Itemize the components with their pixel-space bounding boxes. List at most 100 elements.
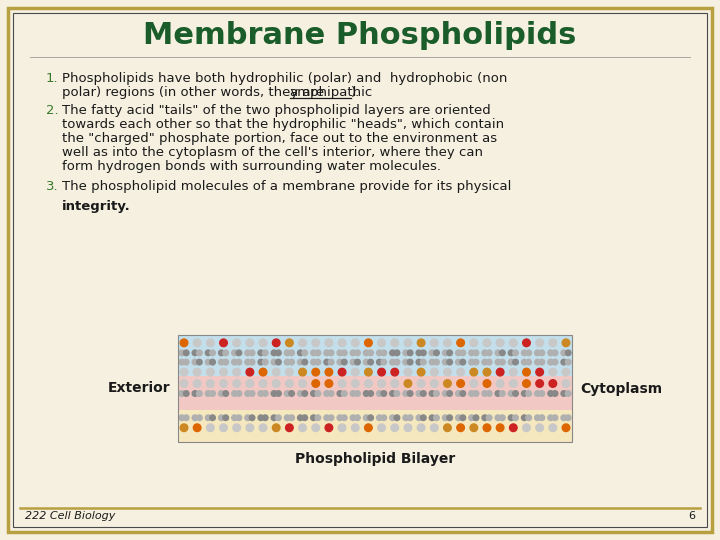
Circle shape	[456, 391, 462, 396]
Circle shape	[246, 368, 253, 376]
Circle shape	[523, 424, 531, 431]
Circle shape	[325, 368, 333, 376]
Circle shape	[232, 350, 238, 356]
Text: Phospholipid Bilayer: Phospholipid Bilayer	[295, 452, 455, 466]
Circle shape	[341, 350, 347, 356]
Circle shape	[548, 350, 554, 356]
Circle shape	[456, 424, 464, 431]
Circle shape	[259, 368, 267, 376]
Circle shape	[286, 424, 293, 431]
Circle shape	[561, 415, 567, 421]
Circle shape	[286, 339, 293, 347]
Circle shape	[218, 391, 224, 396]
Circle shape	[496, 380, 504, 387]
Circle shape	[297, 359, 303, 365]
Circle shape	[433, 359, 439, 365]
Circle shape	[495, 350, 500, 356]
Circle shape	[535, 350, 540, 356]
Circle shape	[184, 415, 189, 421]
Circle shape	[249, 391, 255, 396]
Circle shape	[233, 339, 240, 347]
Circle shape	[364, 380, 372, 387]
Circle shape	[236, 359, 242, 365]
Circle shape	[364, 359, 369, 365]
Circle shape	[469, 391, 474, 396]
Circle shape	[469, 350, 474, 356]
Circle shape	[473, 415, 479, 421]
Text: The fatty acid "tails" of the two phospholipid layers are oriented: The fatty acid "tails" of the two phosph…	[62, 104, 491, 117]
Circle shape	[205, 350, 211, 356]
Circle shape	[258, 359, 264, 365]
Circle shape	[197, 391, 202, 396]
Circle shape	[418, 424, 425, 431]
Circle shape	[312, 380, 320, 387]
Circle shape	[539, 359, 544, 365]
Circle shape	[561, 359, 567, 365]
Circle shape	[297, 391, 303, 396]
Circle shape	[510, 424, 517, 431]
Circle shape	[192, 350, 198, 356]
Circle shape	[337, 359, 343, 365]
Circle shape	[184, 391, 189, 396]
Circle shape	[390, 391, 395, 396]
Circle shape	[526, 350, 531, 356]
Circle shape	[368, 350, 374, 356]
Circle shape	[391, 380, 399, 387]
Circle shape	[521, 391, 527, 396]
Circle shape	[233, 424, 240, 431]
Circle shape	[205, 391, 211, 396]
Circle shape	[526, 415, 531, 421]
Circle shape	[483, 368, 491, 376]
Circle shape	[377, 391, 382, 396]
Circle shape	[390, 359, 395, 365]
Circle shape	[523, 368, 531, 376]
Circle shape	[364, 368, 372, 376]
Circle shape	[179, 391, 184, 396]
Circle shape	[443, 391, 448, 396]
Circle shape	[328, 359, 334, 365]
Circle shape	[350, 415, 356, 421]
Circle shape	[416, 415, 422, 421]
Circle shape	[536, 339, 544, 347]
Text: towards each other so that the hydrophilic "heads", which contain: towards each other so that the hydrophil…	[62, 118, 504, 131]
Circle shape	[223, 359, 228, 365]
Circle shape	[470, 380, 477, 387]
Circle shape	[236, 391, 242, 396]
Circle shape	[431, 380, 438, 387]
Text: 222 Cell Biology: 222 Cell Biology	[25, 511, 115, 521]
Circle shape	[561, 391, 567, 396]
Circle shape	[197, 350, 202, 356]
Circle shape	[513, 359, 518, 365]
Circle shape	[351, 424, 359, 431]
Circle shape	[324, 359, 330, 365]
Circle shape	[562, 339, 570, 347]
Circle shape	[460, 415, 466, 421]
Circle shape	[513, 350, 518, 356]
Circle shape	[276, 415, 282, 421]
Circle shape	[429, 415, 435, 421]
Circle shape	[562, 424, 570, 431]
Circle shape	[324, 350, 330, 356]
Circle shape	[258, 391, 264, 396]
Circle shape	[565, 391, 571, 396]
Circle shape	[284, 359, 290, 365]
Circle shape	[390, 350, 395, 356]
Circle shape	[338, 339, 346, 347]
Circle shape	[536, 424, 544, 431]
Circle shape	[355, 359, 360, 365]
Circle shape	[456, 415, 462, 421]
Circle shape	[444, 368, 451, 376]
Circle shape	[337, 391, 343, 396]
Circle shape	[220, 368, 228, 376]
Circle shape	[404, 339, 412, 347]
Circle shape	[473, 359, 479, 365]
Text: the "charged" phosphate portion, face out to the environment as: the "charged" phosphate portion, face ou…	[62, 132, 497, 145]
Circle shape	[416, 391, 422, 396]
Circle shape	[276, 350, 282, 356]
Circle shape	[299, 380, 306, 387]
Circle shape	[508, 415, 514, 421]
Circle shape	[408, 391, 413, 396]
Text: amphipathic: amphipathic	[289, 86, 373, 99]
Circle shape	[338, 424, 346, 431]
Circle shape	[496, 339, 504, 347]
